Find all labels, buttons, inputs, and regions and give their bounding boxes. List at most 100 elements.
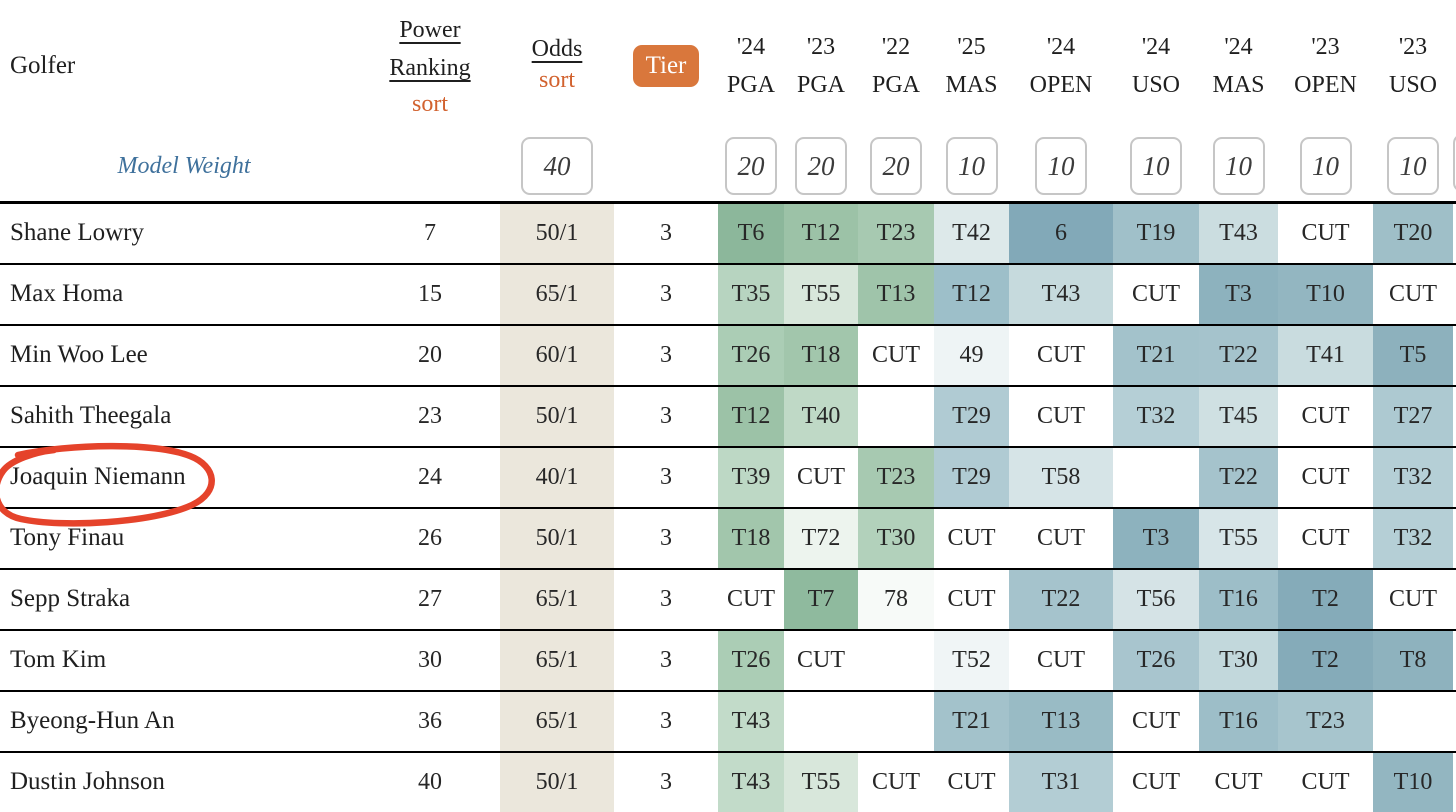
result-cell: CUT bbox=[1009, 507, 1113, 570]
result-cell: T10 bbox=[1373, 751, 1453, 812]
power-ranking-cell: 26 bbox=[360, 507, 500, 570]
result-cell: T43 bbox=[718, 690, 784, 753]
event-model-weight-input[interactable]: 10 bbox=[945, 137, 998, 196]
table-row: Tom Kim 30 65/1 3 T26 CUT T52 CUT T26 T30 T2 T8 bbox=[0, 629, 1456, 692]
event-name-label: OPEN bbox=[1029, 72, 1093, 98]
result-cell: T29 bbox=[934, 385, 1009, 448]
event-model-weight-input[interactable]: 10 bbox=[1212, 137, 1265, 196]
event-year-label: '23 bbox=[1311, 34, 1340, 60]
clipped-cell bbox=[1453, 568, 1456, 631]
clipped-cell bbox=[1453, 751, 1456, 812]
result-cell: T43 bbox=[718, 751, 784, 812]
result-cell: CUT bbox=[1199, 751, 1278, 812]
result-cell: T5 bbox=[1373, 324, 1453, 387]
result-cell: CUT bbox=[784, 629, 858, 692]
clipped-cell bbox=[1453, 629, 1456, 692]
event-name-label: PGA bbox=[871, 72, 920, 98]
result-cell: CUT bbox=[934, 568, 1009, 631]
result-cell: T22 bbox=[1009, 568, 1113, 631]
result-cell: T12 bbox=[718, 385, 784, 448]
event-model-weight-input[interactable]: 10 bbox=[1035, 137, 1087, 196]
table-row: Max Homa 15 65/1 3 T35 T55 T13 T12 T43 CUT T3 T10 CU… bbox=[0, 263, 1456, 326]
event-year-label: '25 bbox=[957, 34, 986, 60]
result-cell: T23 bbox=[858, 202, 934, 265]
result-cell: CUT bbox=[858, 751, 934, 812]
power-ranking-sort-link[interactable]: sort bbox=[412, 91, 448, 117]
event-model-weight-input[interactable]: 10 bbox=[1387, 137, 1439, 196]
result-cell: T18 bbox=[718, 507, 784, 570]
power-ranking-cell: 40 bbox=[360, 751, 500, 812]
golfer-column-label: Golfer bbox=[10, 52, 76, 79]
event-year-label: '23 bbox=[1398, 34, 1428, 60]
power-ranking-cell: 24 bbox=[360, 446, 500, 509]
event-name-label: PGA bbox=[726, 72, 775, 98]
result-cell: T22 bbox=[1199, 446, 1278, 509]
golfer-column-header: Golfer bbox=[0, 0, 360, 132]
event-column-header-23-open: '23 OPEN bbox=[1278, 0, 1373, 132]
event-name-label: USO bbox=[1388, 72, 1437, 98]
result-cell: CUT bbox=[784, 446, 858, 509]
event-model-weight-input[interactable]: 10 bbox=[1130, 137, 1182, 196]
result-cell: T16 bbox=[1199, 568, 1278, 631]
result-cell: T18 bbox=[784, 324, 858, 387]
table-row: Joaquin Niemann 24 40/1 3 T39 CUT T23 T29 T58 T22… bbox=[0, 446, 1456, 509]
result-cell: CUT bbox=[1009, 629, 1113, 692]
result-cell: T23 bbox=[1278, 690, 1373, 753]
tier-cell: 3 bbox=[614, 629, 718, 692]
event-column-header-23-uso: '23 USO bbox=[1373, 0, 1453, 132]
tier-cell: 3 bbox=[614, 568, 718, 631]
result-cell: 6 bbox=[1009, 202, 1113, 265]
table-row: Sepp Straka 27 65/1 3 CUT T7 78 CUT T22 T56 T16 T2 C… bbox=[0, 568, 1456, 631]
clipped-cell bbox=[1453, 507, 1456, 570]
table-header-row: Golfer Power Ranking sort Odds sort Tier… bbox=[0, 0, 1456, 132]
event-column-header-24-uso: '24 USO bbox=[1113, 0, 1199, 132]
table-row: Shane Lowry 7 50/1 3 T6 T12 T23 T42 6 T19 T43 CUT T2… bbox=[0, 202, 1456, 265]
result-cell: CUT bbox=[1373, 568, 1453, 631]
event-model-weight-input[interactable]: 10 bbox=[1299, 137, 1352, 196]
event-name-label: USO bbox=[1131, 72, 1180, 98]
model-weight-event-cell: 10 bbox=[1113, 132, 1199, 204]
result-cell bbox=[784, 690, 858, 753]
clipped-cell bbox=[1453, 446, 1456, 509]
result-cell: CUT bbox=[1278, 751, 1373, 812]
result-cell: T21 bbox=[1113, 324, 1199, 387]
result-cell bbox=[858, 629, 934, 692]
clipped-cell bbox=[1453, 202, 1456, 265]
event-name-label: MAS bbox=[945, 72, 998, 98]
result-cell bbox=[858, 690, 934, 753]
result-cell: T10 bbox=[1278, 263, 1373, 326]
event-model-weight-input[interactable]: 20 bbox=[870, 137, 922, 196]
odds-sort-link[interactable]: sort bbox=[539, 66, 575, 93]
event-column-header-23-pga: '23 PGA bbox=[784, 0, 858, 132]
tier-column-header: Tier bbox=[614, 0, 718, 132]
result-cell: T13 bbox=[1009, 690, 1113, 753]
result-cell: CUT bbox=[1278, 446, 1373, 509]
odds-column-header: Odds sort bbox=[500, 0, 614, 132]
result-cell: T32 bbox=[1373, 446, 1453, 509]
result-cell: 49 bbox=[934, 324, 1009, 387]
result-cell: T8 bbox=[1373, 629, 1453, 692]
result-cell: CUT bbox=[1278, 202, 1373, 265]
result-cell: T21 bbox=[934, 690, 1009, 753]
result-cell: T3 bbox=[1199, 263, 1278, 326]
event-name-label: PGA bbox=[796, 72, 845, 98]
clipped-cell bbox=[1453, 324, 1456, 387]
result-cell: CUT bbox=[1373, 263, 1453, 326]
result-cell: T43 bbox=[1009, 263, 1113, 326]
result-cell bbox=[858, 385, 934, 448]
event-model-weight-input[interactable]: 20 bbox=[795, 137, 847, 196]
odds-model-weight-input[interactable]: 40 bbox=[521, 137, 593, 196]
event-column-header-22-pga: '22 PGA bbox=[858, 0, 934, 132]
model-weight-event-cell: 10 bbox=[1278, 132, 1373, 204]
power-ranking-cell: 7 bbox=[360, 202, 500, 265]
result-cell: T58 bbox=[1009, 446, 1113, 509]
tier-button[interactable]: Tier bbox=[632, 45, 700, 87]
result-cell: T26 bbox=[1113, 629, 1199, 692]
event-year-label: '23 bbox=[806, 34, 836, 60]
clipped-cell bbox=[1453, 690, 1456, 753]
result-cell: T2 bbox=[1278, 568, 1373, 631]
event-model-weight-input[interactable]: 20 bbox=[725, 137, 777, 196]
golfer-name-cell: Min Woo Lee bbox=[0, 324, 360, 387]
result-cell: T41 bbox=[1278, 324, 1373, 387]
